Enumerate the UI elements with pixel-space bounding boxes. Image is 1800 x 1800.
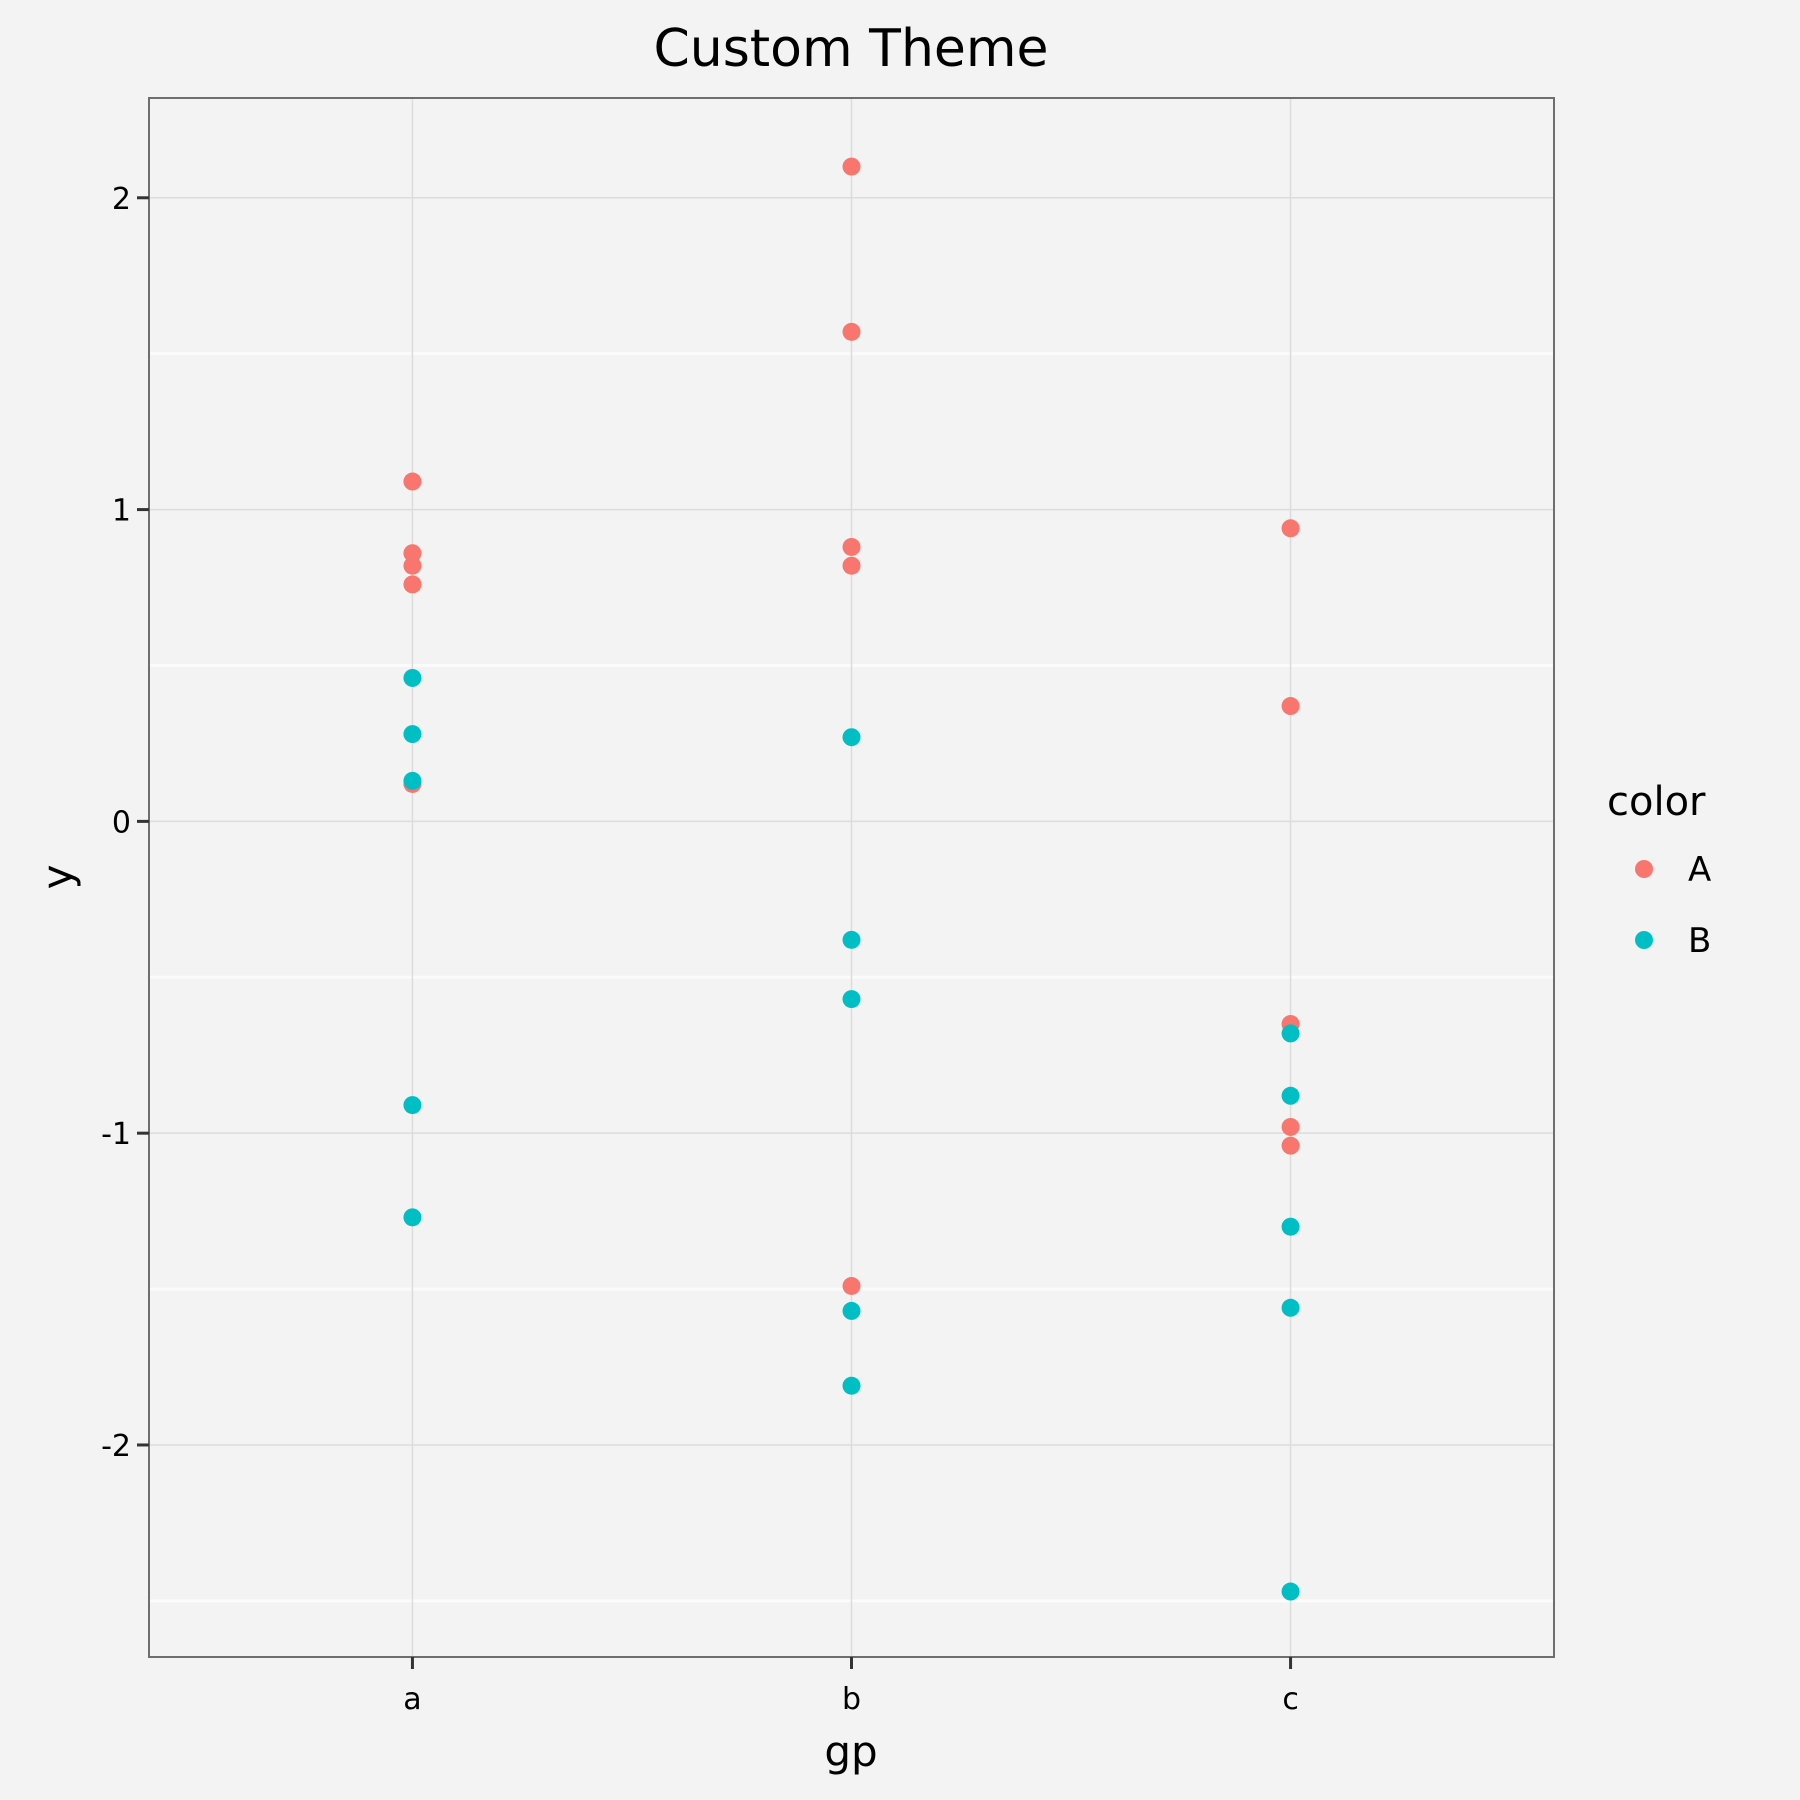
data-point-a [842, 537, 861, 556]
data-point-a [403, 575, 422, 594]
data-point-b [403, 1208, 422, 1227]
data-point-a [842, 322, 861, 341]
y-tick-label: 2 [112, 182, 131, 217]
x-tick-label: c [1282, 1682, 1299, 1717]
data-point-b [842, 990, 861, 1009]
data-points [403, 157, 1300, 1601]
x-tick-label: a [403, 1682, 421, 1717]
data-point-b [403, 771, 422, 790]
data-point-a [1281, 697, 1300, 716]
x-tick-label: b [842, 1682, 861, 1717]
y-tick-label: 1 [112, 494, 131, 529]
legend-key-b [1635, 931, 1653, 949]
data-point-a [1281, 1136, 1300, 1155]
x-axis: a b c [403, 1657, 1299, 1717]
data-point-b [1281, 1217, 1300, 1236]
data-point-b [403, 1096, 422, 1115]
major-gridlines [149, 98, 1554, 1657]
data-point-a [403, 472, 422, 491]
data-point-b [1281, 1582, 1300, 1601]
data-point-a [1281, 519, 1300, 538]
data-point-b [1281, 1086, 1300, 1105]
y-tick-label: -1 [101, 1117, 131, 1152]
y-tick-label: -2 [101, 1429, 131, 1464]
legend-title: color [1607, 779, 1706, 825]
data-point-a [842, 1276, 861, 1295]
legend-key-a [1635, 860, 1653, 878]
y-tick-label: 0 [112, 805, 131, 840]
legend: color AB [1607, 779, 1711, 961]
chart-title: Custom Theme [653, 19, 1048, 79]
plot-panel [148, 97, 1555, 1658]
y-axis-title: y [33, 865, 82, 890]
data-point-a [842, 556, 861, 575]
data-point-b [403, 668, 422, 687]
data-point-b [842, 728, 861, 747]
data-point-a [1281, 1117, 1300, 1136]
data-point-b [842, 1301, 861, 1320]
data-point-b [1281, 1298, 1300, 1317]
data-point-a [403, 556, 422, 575]
legend-label-b: B [1688, 921, 1711, 961]
data-point-b [842, 930, 861, 949]
data-point-b [403, 725, 422, 744]
data-point-a [842, 157, 861, 176]
data-point-b [1281, 1024, 1300, 1043]
legend-entries: AB [1635, 850, 1711, 961]
data-point-b [842, 1376, 861, 1395]
data-point-a [403, 544, 422, 563]
y-axis: -2 -1 0 1 2 [101, 182, 149, 1464]
x-axis-title: gp [824, 1727, 877, 1776]
legend-label-a: A [1688, 850, 1711, 890]
